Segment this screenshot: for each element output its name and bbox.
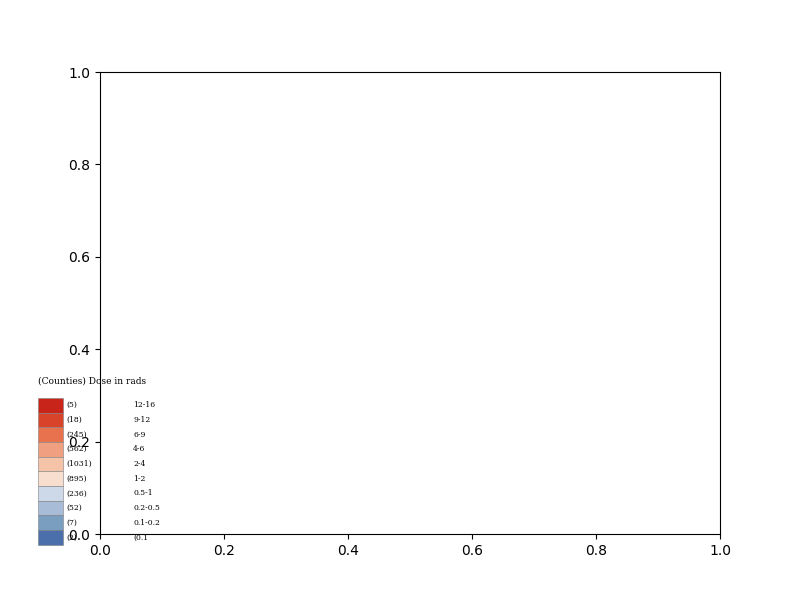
Text: (0.1: (0.1	[133, 533, 148, 541]
Text: (245): (245)	[66, 431, 87, 439]
Text: (5): (5)	[66, 401, 77, 409]
Bar	[38, 427, 62, 442]
Text: (Counties) Dose in rads: (Counties) Dose in rads	[38, 376, 146, 385]
Text: 1-2: 1-2	[133, 475, 146, 483]
Text: 9-12: 9-12	[133, 416, 150, 424]
Bar	[38, 472, 62, 486]
Text: (1031): (1031)	[66, 460, 92, 468]
Text: 0.1-0.2: 0.1-0.2	[133, 519, 160, 527]
Bar	[38, 442, 62, 457]
Bar	[38, 501, 62, 515]
Text: 6-9: 6-9	[133, 431, 146, 439]
Text: (562): (562)	[66, 445, 87, 454]
Bar	[38, 398, 62, 413]
Bar	[38, 515, 62, 530]
Text: (18): (18)	[66, 416, 82, 424]
Text: (895): (895)	[66, 475, 87, 483]
Bar	[38, 457, 62, 472]
Text: 0.2-0.5: 0.2-0.5	[133, 504, 160, 512]
Text: 4-6: 4-6	[133, 445, 146, 454]
Bar	[38, 413, 62, 427]
Text: (52): (52)	[66, 504, 82, 512]
Text: 0.5-1: 0.5-1	[133, 490, 153, 497]
Text: (7): (7)	[66, 519, 77, 527]
Bar	[38, 486, 62, 501]
Text: (236): (236)	[66, 490, 87, 497]
Text: 2-4: 2-4	[133, 460, 146, 468]
Text: 12-16: 12-16	[133, 401, 155, 409]
Text: (2): (2)	[66, 533, 77, 541]
Bar	[38, 530, 62, 545]
